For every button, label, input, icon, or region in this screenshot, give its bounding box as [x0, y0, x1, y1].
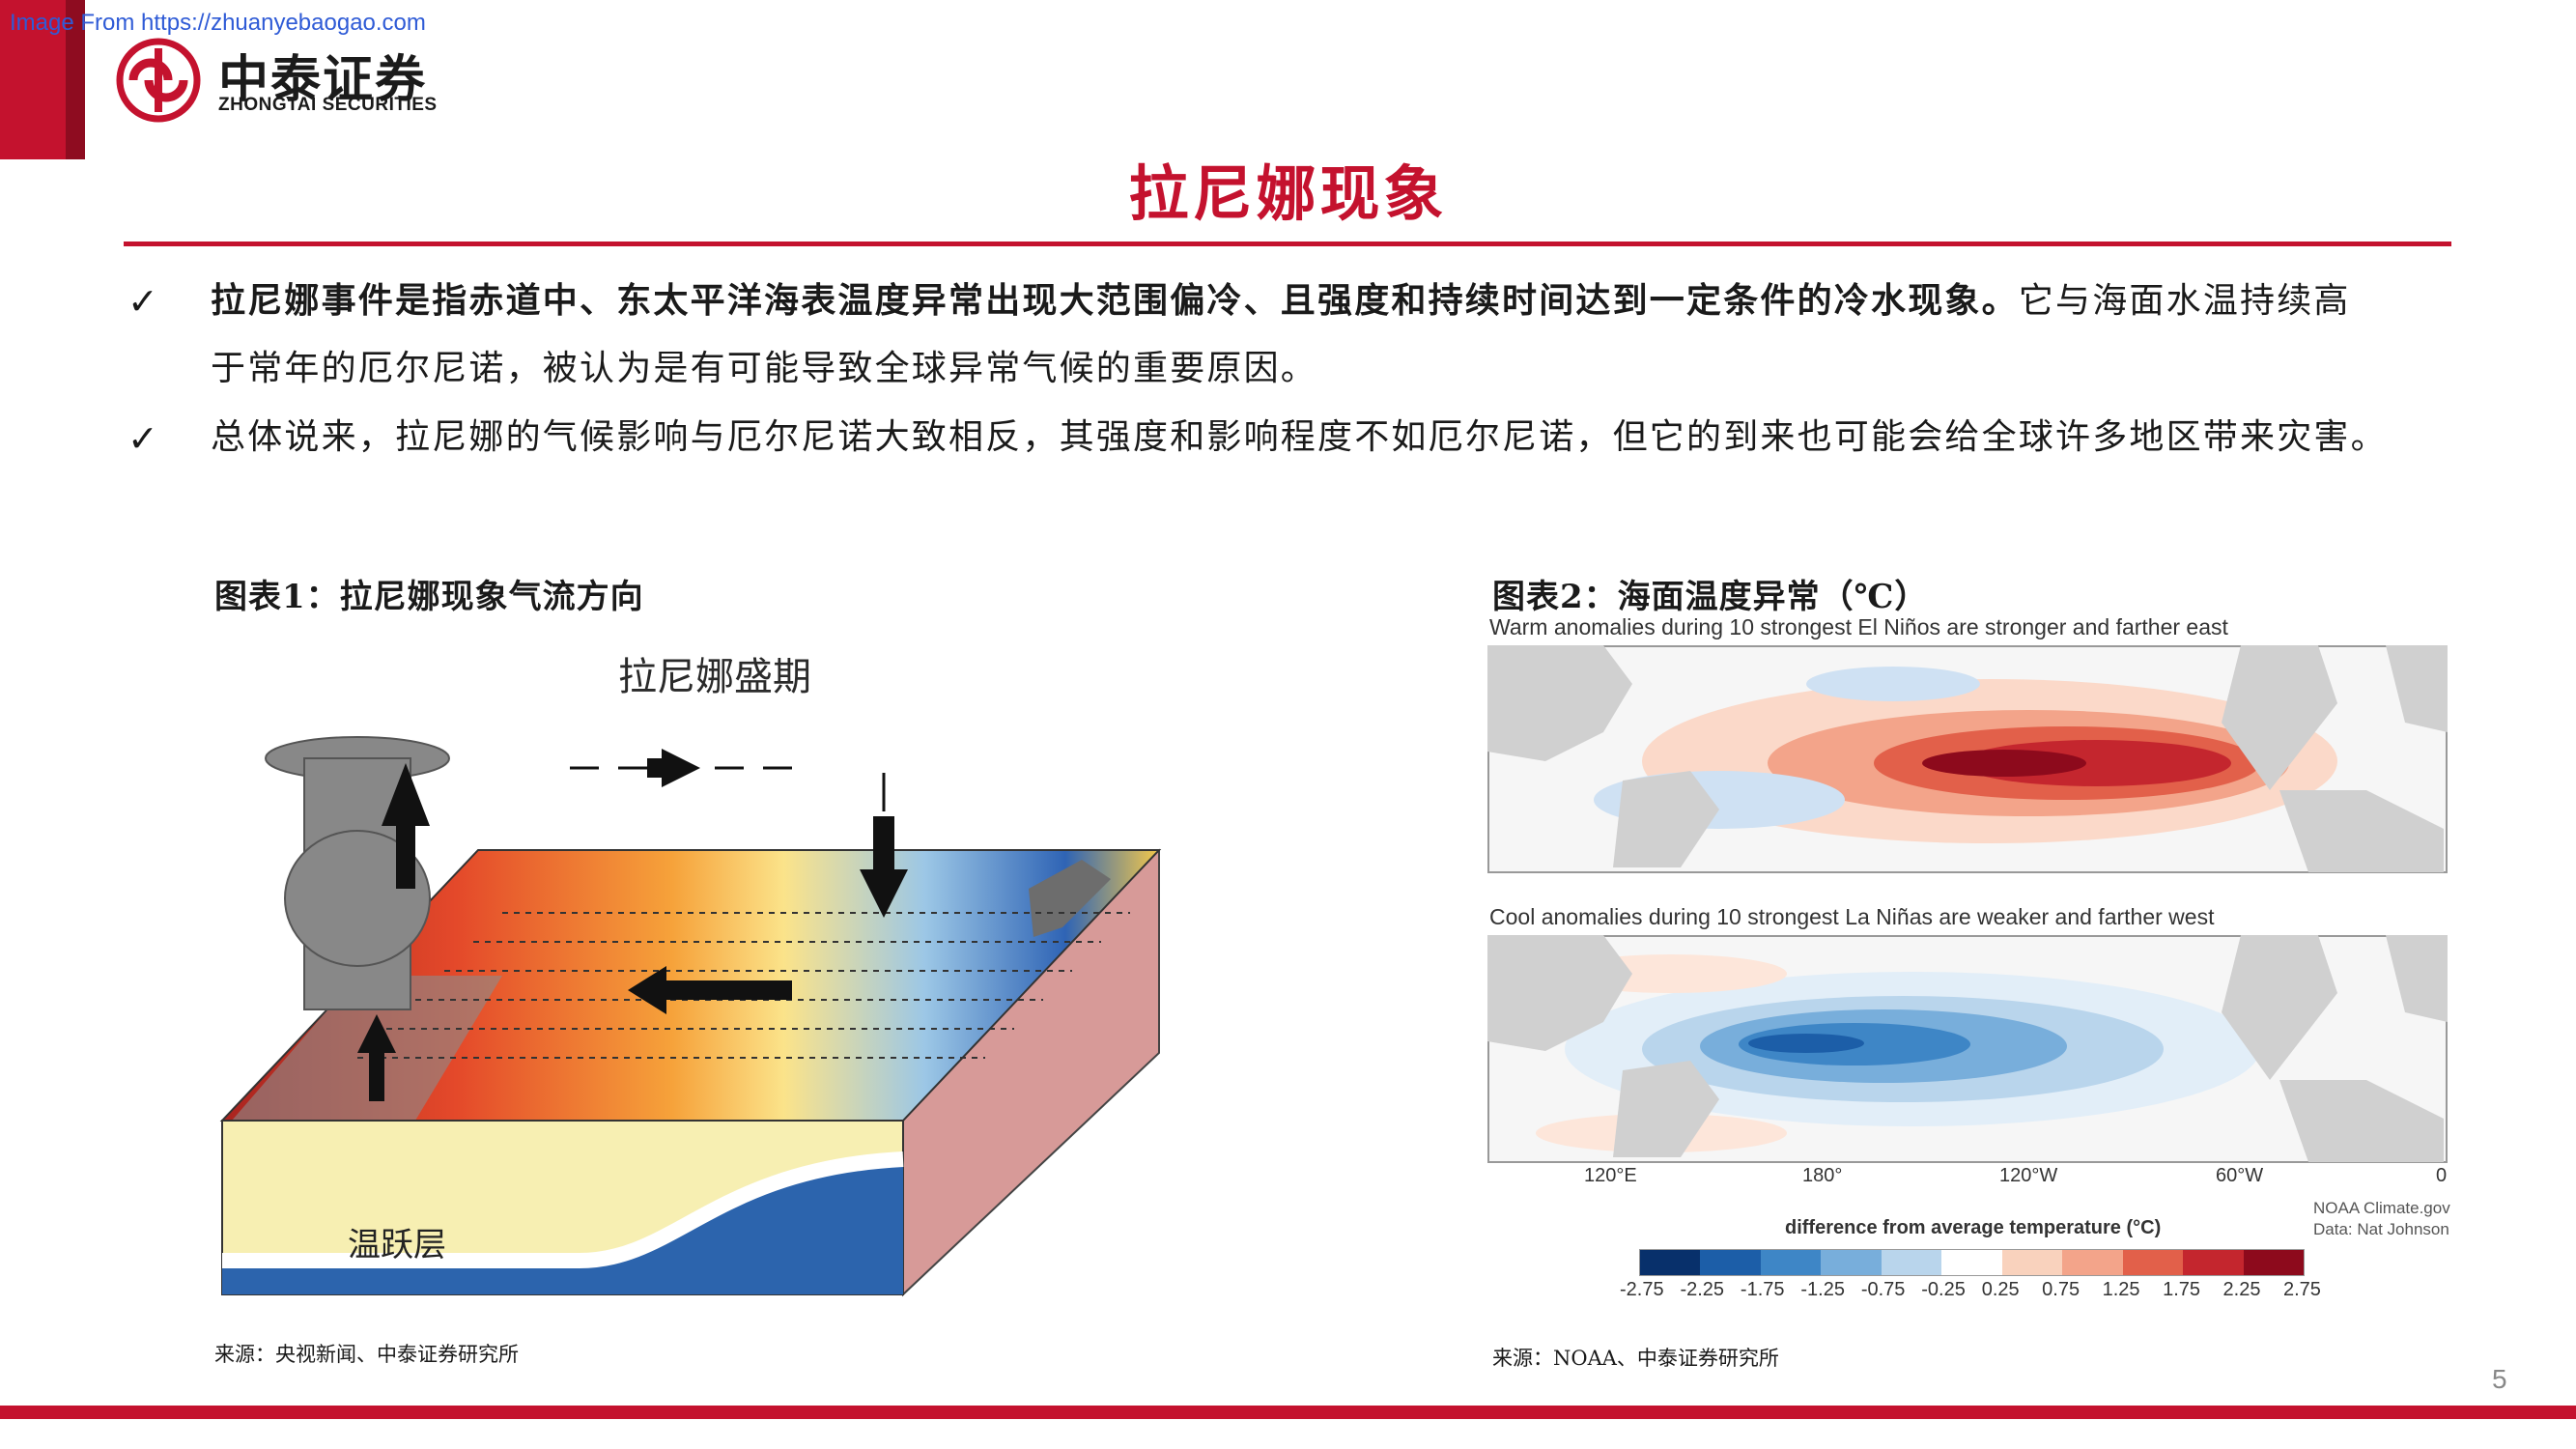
- bullet-1-rest: 它与海面水温持续高: [2018, 281, 2351, 321]
- bullet-1-line2: 于常年的厄尔尼诺，被认为是有可能导致全球异常气候的重要原因。: [211, 349, 1318, 388]
- brand-name-en: ZHONGTAI SECURITIES: [218, 95, 438, 115]
- map1-caption: Warm anomalies during 10 strongest El Ni…: [1489, 614, 2228, 639]
- footer-divider: [0, 1406, 2576, 1419]
- color-scale-swatch: [2243, 1250, 2304, 1275]
- color-scale-label: -0.25: [1921, 1279, 1966, 1300]
- brand-corner-bar: [0, 0, 85, 159]
- figure1-source: 来源：央视新闻、中泰证券研究所: [214, 1343, 519, 1366]
- color-scale-swatch: [2001, 1250, 2063, 1275]
- color-scale-label: -0.75: [1860, 1279, 1906, 1300]
- x-tick: 180°: [1802, 1165, 1843, 1186]
- bullet-1: 拉尼娜事件是指赤道中、东太平洋海表温度异常出现大范围偏冷、且强度和持续时间达到一…: [211, 267, 2461, 403]
- x-tick: 120°E: [1584, 1165, 1637, 1186]
- legend-title: difference from average temperature (°C): [1785, 1217, 2162, 1238]
- color-scale-label: 2.75: [2283, 1279, 2321, 1300]
- brand-name-cn: 中泰证券: [218, 51, 428, 109]
- watermark: Image From https://zhuanyebaogao.com: [10, 10, 426, 36]
- color-scale-swatch: [2122, 1250, 2184, 1275]
- page-number: 5: [2492, 1364, 2507, 1394]
- map2-caption: Cool anomalies during 10 strongest La Ni…: [1489, 904, 2215, 929]
- figure1-title: 图表1：拉尼娜现象气流方向: [214, 578, 644, 616]
- figure2-source: 来源：NOAA、中泰证券研究所: [1492, 1347, 1779, 1370]
- color-scale-swatch: [1700, 1250, 1761, 1275]
- color-scale-swatch: [1821, 1250, 1882, 1275]
- color-scale-label: -2.75: [1620, 1279, 1664, 1300]
- map-credit: NOAA Climate.gov Data: Nat Johnson: [2313, 1198, 2450, 1240]
- color-scale-bar: [1639, 1249, 2305, 1276]
- color-scale-swatch: [1640, 1250, 1701, 1275]
- x-tick: 60°W: [2216, 1165, 2264, 1186]
- color-scale-label: 0.75: [2042, 1279, 2081, 1300]
- color-scale-swatch: [2183, 1250, 2244, 1275]
- color-scale-label: -1.75: [1740, 1279, 1785, 1300]
- color-scale-swatch: [1881, 1250, 1942, 1275]
- color-scale-label: 2.25: [2222, 1279, 2261, 1300]
- la-nina-anomaly-map: [1487, 935, 2448, 1163]
- checkmark-icon: ✓: [127, 280, 158, 323]
- figure2-title: 图表2：海面温度异常（℃）: [1492, 578, 1929, 616]
- credit-line-2: Data: Nat Johnson: [2313, 1220, 2449, 1238]
- checkmark-icon: ✓: [127, 417, 158, 460]
- diagram-heading: 拉尼娜盛期: [618, 655, 811, 699]
- color-scale-label: -1.25: [1800, 1279, 1845, 1300]
- x-tick: 0: [2436, 1165, 2448, 1186]
- page-title: 拉尼娜现象: [1128, 158, 1448, 229]
- color-scale-swatch: [1760, 1250, 1822, 1275]
- el-nino-anomaly-map: [1487, 645, 2448, 873]
- credit-line-1: NOAA Climate.gov: [2313, 1199, 2450, 1217]
- color-scale-label: -2.25: [1680, 1279, 1725, 1300]
- title-divider: [124, 242, 2451, 246]
- la-nina-circulation-diagram: 温跃层: [219, 736, 1162, 1297]
- color-scale-swatch: [1941, 1250, 2002, 1275]
- bullet-2: 总体说来，拉尼娜的气候影响与厄尔尼诺大致相反，其强度和影响程度不如厄尔尼诺，但它…: [211, 417, 2388, 457]
- color-scale-label: 1.25: [2102, 1279, 2140, 1300]
- color-scale-swatch: [2062, 1250, 2123, 1275]
- zhongtai-logo-icon: [116, 38, 201, 123]
- color-scale-label: 1.75: [2163, 1279, 2201, 1300]
- thermocline-label: 温跃层: [348, 1226, 446, 1264]
- color-scale-label: 0.25: [1981, 1279, 2020, 1300]
- x-tick: 120°W: [1999, 1165, 2058, 1186]
- bullet-1-bold: 拉尼娜事件是指赤道中、东太平洋海表温度异常出现大范围偏冷、且强度和持续时间达到一…: [211, 280, 2019, 321]
- color-scale-labels: -2.75 -2.25 -1.75 -1.25 -0.75 -0.25 0.25 0.75 1.…: [1608, 1279, 2342, 1308]
